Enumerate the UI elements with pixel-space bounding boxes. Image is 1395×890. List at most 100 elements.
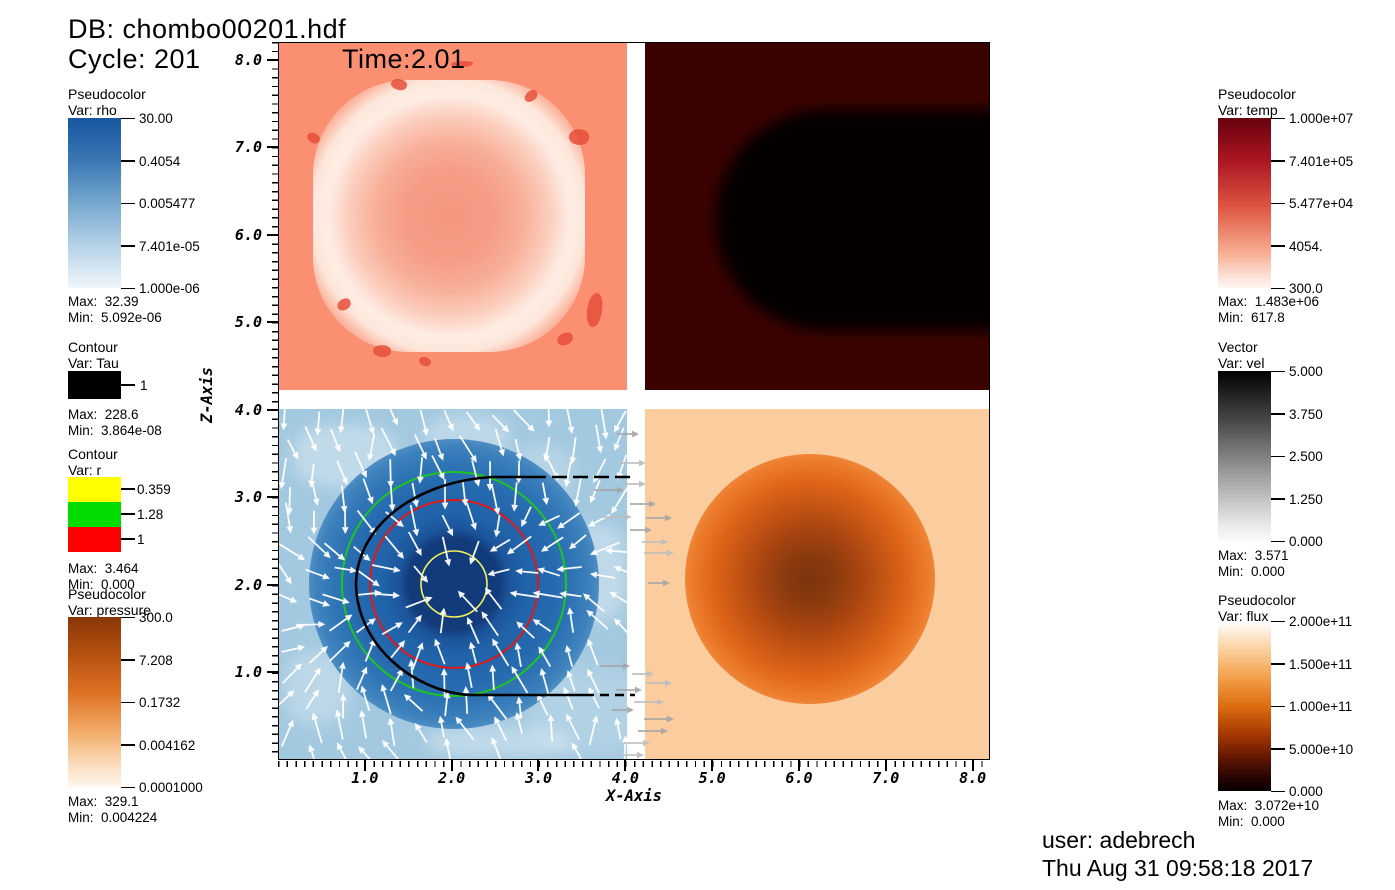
vector-arrow <box>600 409 609 440</box>
flux-black-region <box>715 109 989 331</box>
legend-type: Vector <box>1218 339 1258 355</box>
tick-label: 30.00 <box>139 111 173 126</box>
x-tick-label: 2.0 <box>438 769 466 787</box>
tick-line <box>121 513 135 515</box>
vector-arrow <box>545 409 553 428</box>
z-major-tick <box>267 146 278 149</box>
vector-arrow <box>279 593 298 603</box>
tick-line <box>121 786 135 788</box>
vector-arrow <box>280 409 288 431</box>
tick-label: 2.500 <box>1289 449 1323 464</box>
x-tick-label: 3.0 <box>524 769 553 787</box>
vector-arrow <box>566 409 575 434</box>
tick-label: 5.000e+10 <box>1289 741 1354 757</box>
tick-label: 0.0001000 <box>139 780 203 795</box>
vector-arrow <box>589 479 601 504</box>
tick-line <box>121 659 135 661</box>
x-tick-label: 5.0 <box>698 769 726 787</box>
vector-arrow <box>613 427 625 451</box>
vector-arrow <box>573 475 583 507</box>
legend-var: Var: flux <box>1218 608 1269 624</box>
x-major-tick <box>450 760 453 771</box>
tick-label: 1.000e-06 <box>139 281 200 296</box>
tick-label: 1.000e+11 <box>1289 699 1353 714</box>
legend-max: Max: 1.483e+06 <box>1218 294 1319 309</box>
z-major-tick <box>267 58 278 61</box>
tick-line <box>121 488 135 490</box>
vector-arrow <box>279 563 292 585</box>
legend-rho: Pseudocolor Var: rho Max: 32.39 Min: 5.0… <box>68 86 218 325</box>
tick-line <box>1271 370 1285 372</box>
user-and-date: user: adebrech Thu Aug 31 09:58:18 2017 <box>1042 826 1313 882</box>
tick-label: 300.0 <box>139 610 173 625</box>
legend-flux: Pseudocolor Var: flux Max: 3.072e+10 Min… <box>1218 592 1368 829</box>
legend-type: Contour <box>68 446 118 462</box>
tick-label: 2.000e+11 <box>1289 614 1353 629</box>
z-tick-label: 7.0 <box>234 138 262 157</box>
temp-eddy-mark <box>555 331 575 347</box>
vector-arrow <box>513 409 535 432</box>
legend-type: Pseudocolor <box>68 586 146 602</box>
x-major-tick <box>797 760 800 771</box>
panel-rho-heatmap <box>279 409 627 759</box>
tick-label: 7.401e+05 <box>1289 153 1354 169</box>
vector-arrow <box>595 424 604 454</box>
x-major-tick <box>363 760 366 771</box>
z-axis-minor-ticks <box>272 42 278 760</box>
panel-flux-heatmap <box>645 43 989 390</box>
tick-label: 5.000 <box>1289 364 1323 379</box>
legend-temp: Pseudocolor Var: temp Max: 1.483e+06 Min… <box>1218 86 1368 325</box>
vector-arrow <box>611 487 627 514</box>
tick-label: 0.4054 <box>139 153 181 169</box>
tick-label: 1 <box>137 532 145 547</box>
legend-type: Pseudocolor <box>1218 86 1296 102</box>
vector-arrow <box>308 744 316 759</box>
legend-tau: Contour Var: Tau 1 Max: 228.6 Min: 3.864… <box>68 339 218 438</box>
z-major-tick <box>267 408 278 411</box>
tick-label: 300.0 <box>1289 281 1323 296</box>
temp-eddy-mark <box>451 61 473 67</box>
tick-label: 0.1732 <box>139 695 181 710</box>
tick-line <box>1271 117 1285 119</box>
legend-type: Pseudocolor <box>1218 592 1296 608</box>
tau-swatch <box>68 371 121 399</box>
tick-label: 0.004162 <box>139 737 196 753</box>
z-tick-label: 8.0 <box>234 50 262 69</box>
legend-var: Var: rho <box>68 102 117 118</box>
tick-line <box>121 616 135 618</box>
tick-label: 0.000 <box>1289 534 1323 549</box>
vector-arrow <box>382 740 400 759</box>
x-axis-minor-ticks <box>278 761 990 767</box>
tick-line <box>1271 202 1285 204</box>
x-major-tick <box>624 760 627 771</box>
legend-max: Max: 3.072e+10 <box>1218 798 1319 813</box>
tick-line <box>1271 663 1285 665</box>
tick-label: 1 <box>140 378 148 393</box>
vector-arrow <box>285 502 293 534</box>
x-tick-label: 6.0 <box>785 769 813 787</box>
tick-line <box>1271 790 1285 792</box>
z-tick-label: 4.0 <box>234 400 262 419</box>
legend-var: Var: r <box>68 462 102 478</box>
vector-arrow <box>358 746 371 759</box>
database-title: DB: chombo00201.hdf <box>68 14 347 44</box>
legend-r: Contour Var: r 0.359 1.28 1 Max: 3.464 M… <box>68 446 218 592</box>
x-major-tick <box>537 760 540 771</box>
legend-max: Max: 3.571 <box>1218 548 1289 563</box>
cycle-label: Cycle: 201 <box>68 44 201 74</box>
z-tick-label: 1.0 <box>234 663 262 682</box>
vector-arrow <box>310 510 318 535</box>
pressure-blob <box>685 454 935 704</box>
vector-arrow <box>281 623 306 632</box>
tick-label: 0.359 <box>137 482 171 497</box>
tick-label: 5.477e+04 <box>1289 196 1354 211</box>
datetime-label: Thu Aug 31 09:58:18 2017 <box>1042 855 1314 881</box>
tick-line <box>1271 413 1285 415</box>
plot-viewport[interactable] <box>278 42 990 760</box>
z-major-tick <box>267 233 278 236</box>
legend-pressure: Pseudocolor Var: pressure Max: 329.1 Min… <box>68 586 218 825</box>
legend-min: Min: 0.000 <box>68 577 135 592</box>
tick-line <box>1271 540 1285 542</box>
x-tick-label: 1.0 <box>351 769 379 787</box>
vector-arrow <box>279 542 306 561</box>
